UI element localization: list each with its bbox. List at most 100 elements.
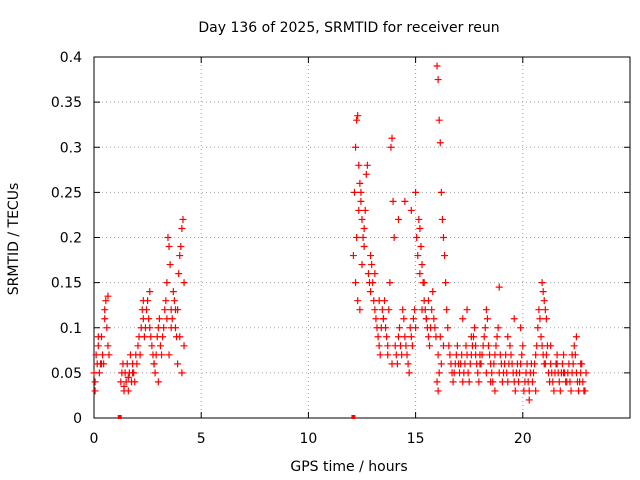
data-point [367,288,375,296]
data-point [148,342,156,350]
data-point [503,369,511,377]
data-point [422,315,430,323]
data-point [537,333,545,341]
data-point [412,188,420,196]
data-point [426,342,434,350]
data-point [160,324,168,332]
data-point [180,279,188,287]
data-point [357,197,365,205]
data-point [399,306,407,314]
data-point [171,306,179,314]
data-point [459,378,467,386]
data-point [407,333,415,341]
data-point [504,333,512,341]
data-point [156,342,164,350]
data-point [360,224,368,232]
data-point [154,378,162,386]
data-point [532,351,540,359]
data-point [98,360,106,368]
tick-layer: 0 0.05 0.1 0.15 0.2 0.25 0.3 0.35 0.4 0 5 10 15 20 [51,50,630,447]
data-point [180,342,188,350]
data-point [105,351,113,359]
data-point [414,252,422,260]
data-point [376,351,384,359]
data-point [387,143,395,151]
data-point [415,215,423,223]
data-point [462,342,470,350]
data-point [129,369,137,377]
data-point [94,333,102,341]
data-point [170,297,178,305]
data-point [120,382,128,390]
data-point [542,351,550,359]
data-point [568,351,576,359]
data-point [433,378,441,386]
data-point [356,306,364,314]
data-point [161,306,169,314]
data-point [569,360,577,368]
data-point [539,288,547,296]
data-point [375,297,383,305]
data-point [124,387,132,395]
data-point [136,351,144,359]
data-point [556,387,564,395]
data-point [401,333,409,341]
data-point [176,252,184,260]
y-tick-label: 0.3 [60,140,82,156]
data-point [353,116,361,124]
data-point [478,351,486,359]
data-point [357,188,365,196]
data-point [453,342,461,350]
data-point [532,387,540,395]
data-point [439,342,447,350]
y-tick-label: 0.4 [60,50,82,66]
data-point [409,315,417,323]
data-point [175,270,183,278]
baseline-mark [117,415,122,419]
x-tick-label: 5 [197,431,206,447]
data-point [547,342,555,350]
data-point [388,134,396,142]
data-point [430,315,438,323]
data-point [434,387,442,395]
data-point [466,360,474,368]
data-point [394,215,402,223]
data-point [444,324,452,332]
data-point [167,324,175,332]
data-point [352,279,360,287]
data-point [367,252,375,260]
data-point [553,351,561,359]
data-point [177,243,185,251]
data-point [416,224,424,232]
data-point [390,234,398,241]
data-point [471,324,479,332]
data-point [540,297,548,305]
data-point [442,279,450,287]
data-point [139,297,147,305]
data-point [491,387,499,395]
data-point [358,261,366,269]
data-point [428,306,436,314]
data-point [372,315,380,323]
data-point [178,224,186,232]
data-point [431,324,439,332]
data-point [567,387,575,395]
data-point [162,297,170,305]
y-tick-label: 0.15 [51,276,82,292]
data-point [374,333,382,341]
data-point [492,342,500,350]
data-point [434,76,442,84]
data-point [383,333,391,341]
data-points [90,62,590,419]
data-point [169,288,177,296]
data-point [507,351,515,359]
data-point [174,360,182,368]
data-point [101,306,109,314]
y-tick-label: 0.2 [60,231,82,247]
data-point [404,360,412,368]
data-point [384,351,392,359]
data-point [375,342,383,350]
data-point [459,315,467,323]
data-point [493,333,501,341]
